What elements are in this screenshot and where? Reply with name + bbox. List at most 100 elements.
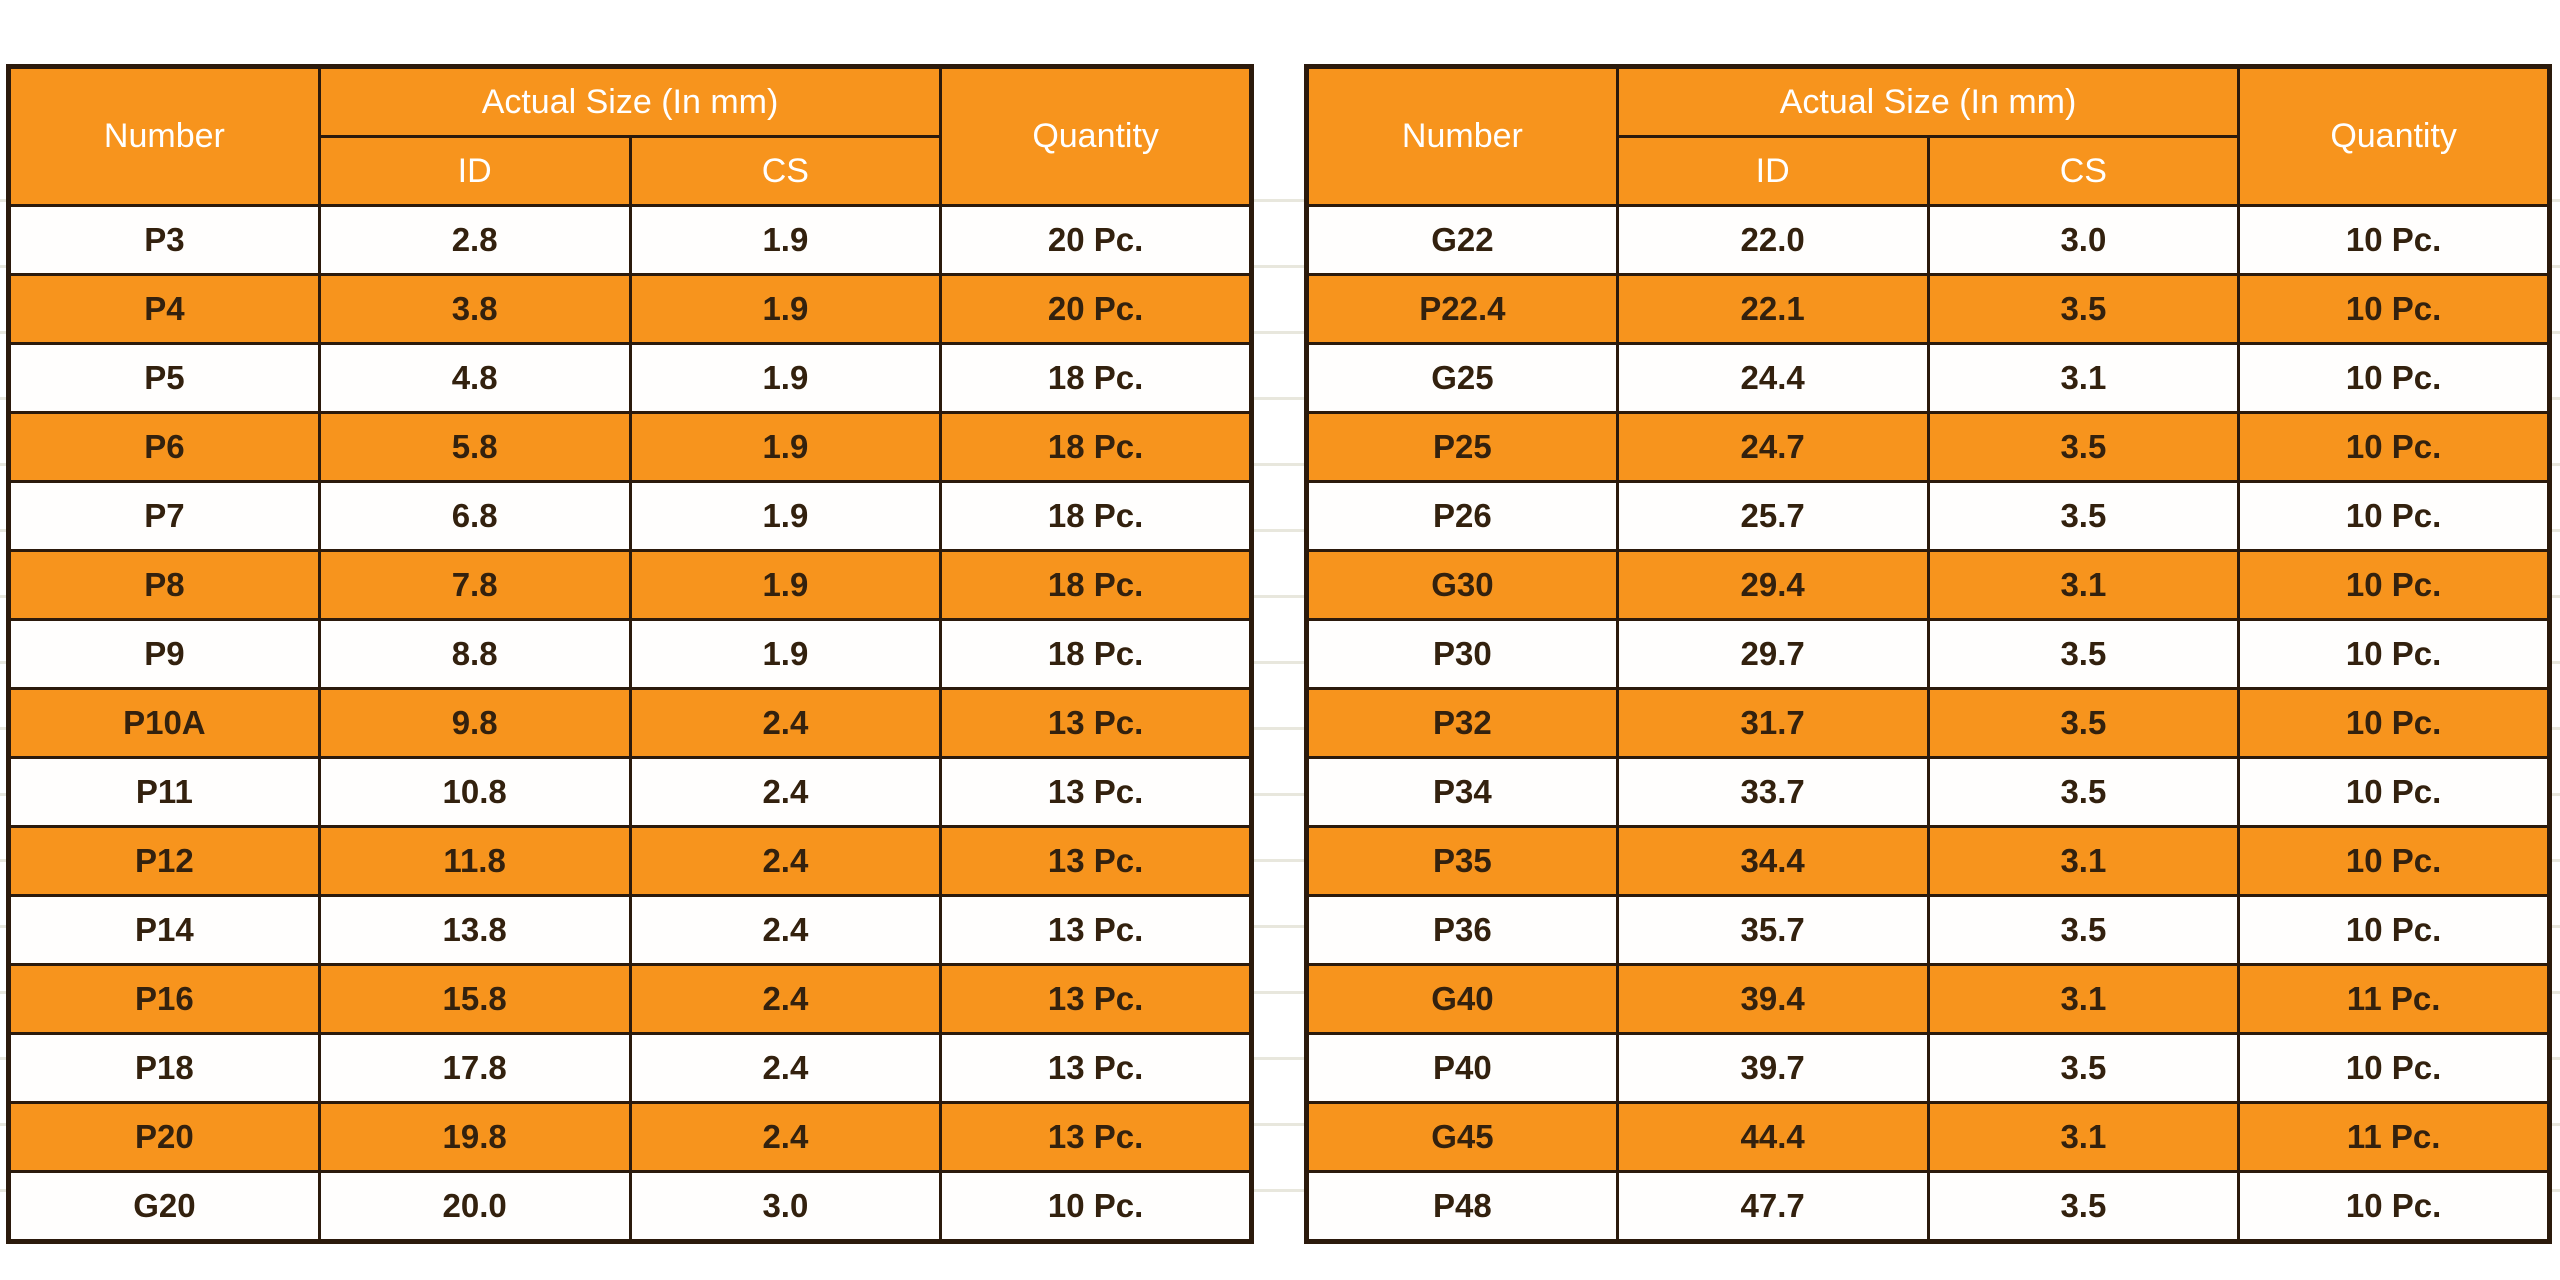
cs-cell: 2.4 bbox=[628, 756, 943, 828]
id-cell: 5.8 bbox=[317, 411, 632, 483]
id-cell: 9.8 bbox=[317, 687, 632, 759]
id-cell: 3.8 bbox=[317, 273, 632, 345]
quantity-cell: 20 Pc. bbox=[939, 273, 1253, 345]
quantity-cell: 18 Pc. bbox=[939, 618, 1253, 690]
cs-cell: 3.1 bbox=[1926, 1101, 2241, 1173]
table-row: P9 8.8 1.9 18 Pc. bbox=[7, 618, 1253, 690]
number-cell: P12 bbox=[7, 825, 321, 897]
table-row: P8 7.8 1.9 18 Pc. bbox=[7, 549, 1253, 621]
id-cell: 33.7 bbox=[1615, 756, 1930, 828]
id-cell: 15.8 bbox=[317, 963, 632, 1035]
quantity-cell: 10 Pc. bbox=[2237, 687, 2551, 759]
id-cell: 31.7 bbox=[1615, 687, 1930, 759]
id-cell: 22.0 bbox=[1615, 204, 1930, 276]
number-cell: P11 bbox=[7, 756, 321, 828]
cs-cell: 2.4 bbox=[628, 1032, 943, 1104]
table-row: P22.4 22.1 3.5 10 Pc. bbox=[1305, 273, 2551, 345]
id-cell: 10.8 bbox=[317, 756, 632, 828]
table-row: P30 29.7 3.5 10 Pc. bbox=[1305, 618, 2551, 690]
id-cell: 7.8 bbox=[317, 549, 632, 621]
col-header-cs: CS bbox=[1926, 135, 2241, 207]
number-cell: P25 bbox=[1305, 411, 1619, 483]
quantity-cell: 10 Pc. bbox=[2237, 1032, 2551, 1104]
table-row: P25 24.7 3.5 10 Pc. bbox=[1305, 411, 2551, 483]
quantity-cell: 13 Pc. bbox=[939, 963, 1253, 1035]
table-row: P11 10.8 2.4 13 Pc. bbox=[7, 756, 1253, 828]
quantity-cell: 10 Pc. bbox=[2237, 480, 2551, 552]
cs-cell: 3.5 bbox=[1926, 1170, 2241, 1243]
quantity-cell: 18 Pc. bbox=[939, 411, 1253, 483]
number-cell: P18 bbox=[7, 1032, 321, 1104]
table-body: P3 2.8 1.9 20 Pc. P4 3.8 1.9 20 Pc. P5 4.8 1.9 18 P… bbox=[7, 204, 1253, 1243]
number-cell: P20 bbox=[7, 1101, 321, 1173]
table-row: P18 17.8 2.4 13 Pc. bbox=[7, 1032, 1253, 1104]
table-row: G45 44.4 3.1 11 Pc. bbox=[1305, 1101, 2551, 1173]
id-cell: 22.1 bbox=[1615, 273, 1930, 345]
quantity-cell: 13 Pc. bbox=[939, 756, 1253, 828]
id-cell: 35.7 bbox=[1615, 894, 1930, 966]
number-cell: P35 bbox=[1305, 825, 1619, 897]
quantity-cell: 10 Pc. bbox=[2237, 204, 2551, 276]
quantity-cell: 18 Pc. bbox=[939, 549, 1253, 621]
number-cell: P34 bbox=[1305, 756, 1619, 828]
cs-cell: 3.1 bbox=[1926, 342, 2241, 414]
table-row: P10A 9.8 2.4 13 Pc. bbox=[7, 687, 1253, 759]
id-cell: 29.4 bbox=[1615, 549, 1930, 621]
col-header-quantity: Quantity bbox=[939, 65, 1253, 207]
id-cell: 34.4 bbox=[1615, 825, 1930, 897]
col-header-cs: CS bbox=[628, 135, 943, 207]
cs-cell: 3.5 bbox=[1926, 1032, 2241, 1104]
quantity-cell: 10 Pc. bbox=[2237, 273, 2551, 345]
cs-cell: 2.4 bbox=[628, 1101, 943, 1173]
table-row: G22 22.0 3.0 10 Pc. bbox=[1305, 204, 2551, 276]
cs-cell: 3.1 bbox=[1926, 549, 2241, 621]
quantity-cell: 20 Pc. bbox=[939, 204, 1253, 276]
quantity-cell: 11 Pc. bbox=[2237, 1101, 2551, 1173]
quantity-cell: 18 Pc. bbox=[939, 480, 1253, 552]
id-cell: 29.7 bbox=[1615, 618, 1930, 690]
table-row: P7 6.8 1.9 18 Pc. bbox=[7, 480, 1253, 552]
number-cell: P22.4 bbox=[1305, 273, 1619, 345]
table-row: P16 15.8 2.4 13 Pc. bbox=[7, 963, 1253, 1035]
cs-cell: 2.4 bbox=[628, 687, 943, 759]
id-cell: 8.8 bbox=[317, 618, 632, 690]
cs-cell: 1.9 bbox=[628, 618, 943, 690]
table-row: G20 20.0 3.0 10 Pc. bbox=[7, 1170, 1253, 1243]
id-cell: 24.7 bbox=[1615, 411, 1930, 483]
id-cell: 6.8 bbox=[317, 480, 632, 552]
number-cell: P4 bbox=[7, 273, 321, 345]
cs-cell: 3.1 bbox=[1926, 963, 2241, 1035]
id-cell: 4.8 bbox=[317, 342, 632, 414]
table-row: P40 39.7 3.5 10 Pc. bbox=[1305, 1032, 2551, 1104]
cs-cell: 3.5 bbox=[1926, 480, 2241, 552]
cs-cell: 3.5 bbox=[1926, 273, 2241, 345]
quantity-cell: 10 Pc. bbox=[2237, 618, 2551, 690]
number-cell: P3 bbox=[7, 204, 321, 276]
quantity-cell: 10 Pc. bbox=[939, 1170, 1253, 1243]
quantity-cell: 10 Pc. bbox=[2237, 411, 2551, 483]
number-cell: P6 bbox=[7, 411, 321, 483]
table-row: P14 13.8 2.4 13 Pc. bbox=[7, 894, 1253, 966]
number-cell: G30 bbox=[1305, 549, 1619, 621]
quantity-cell: 13 Pc. bbox=[939, 825, 1253, 897]
number-cell: P8 bbox=[7, 549, 321, 621]
cs-cell: 2.4 bbox=[628, 894, 943, 966]
id-cell: 39.7 bbox=[1615, 1032, 1930, 1104]
cs-cell: 2.4 bbox=[628, 963, 943, 1035]
number-cell: P40 bbox=[1305, 1032, 1619, 1104]
number-cell: P36 bbox=[1305, 894, 1619, 966]
cs-cell: 3.5 bbox=[1926, 411, 2241, 483]
col-header-id: ID bbox=[1615, 135, 1930, 207]
table-body: G22 22.0 3.0 10 Pc. P22.4 22.1 3.5 10 Pc. G25 24.… bbox=[1305, 204, 2551, 1243]
number-cell: P32 bbox=[1305, 687, 1619, 759]
id-cell: 13.8 bbox=[317, 894, 632, 966]
col-header-quantity: Quantity bbox=[2237, 65, 2551, 207]
number-cell: P30 bbox=[1305, 618, 1619, 690]
cs-cell: 1.9 bbox=[628, 342, 943, 414]
id-cell: 20.0 bbox=[317, 1170, 632, 1243]
table-row: P26 25.7 3.5 10 Pc. bbox=[1305, 480, 2551, 552]
quantity-cell: 10 Pc. bbox=[2237, 549, 2551, 621]
cs-cell: 1.9 bbox=[628, 411, 943, 483]
quantity-cell: 10 Pc. bbox=[2237, 342, 2551, 414]
table-row: P48 47.7 3.5 10 Pc. bbox=[1305, 1170, 2551, 1243]
